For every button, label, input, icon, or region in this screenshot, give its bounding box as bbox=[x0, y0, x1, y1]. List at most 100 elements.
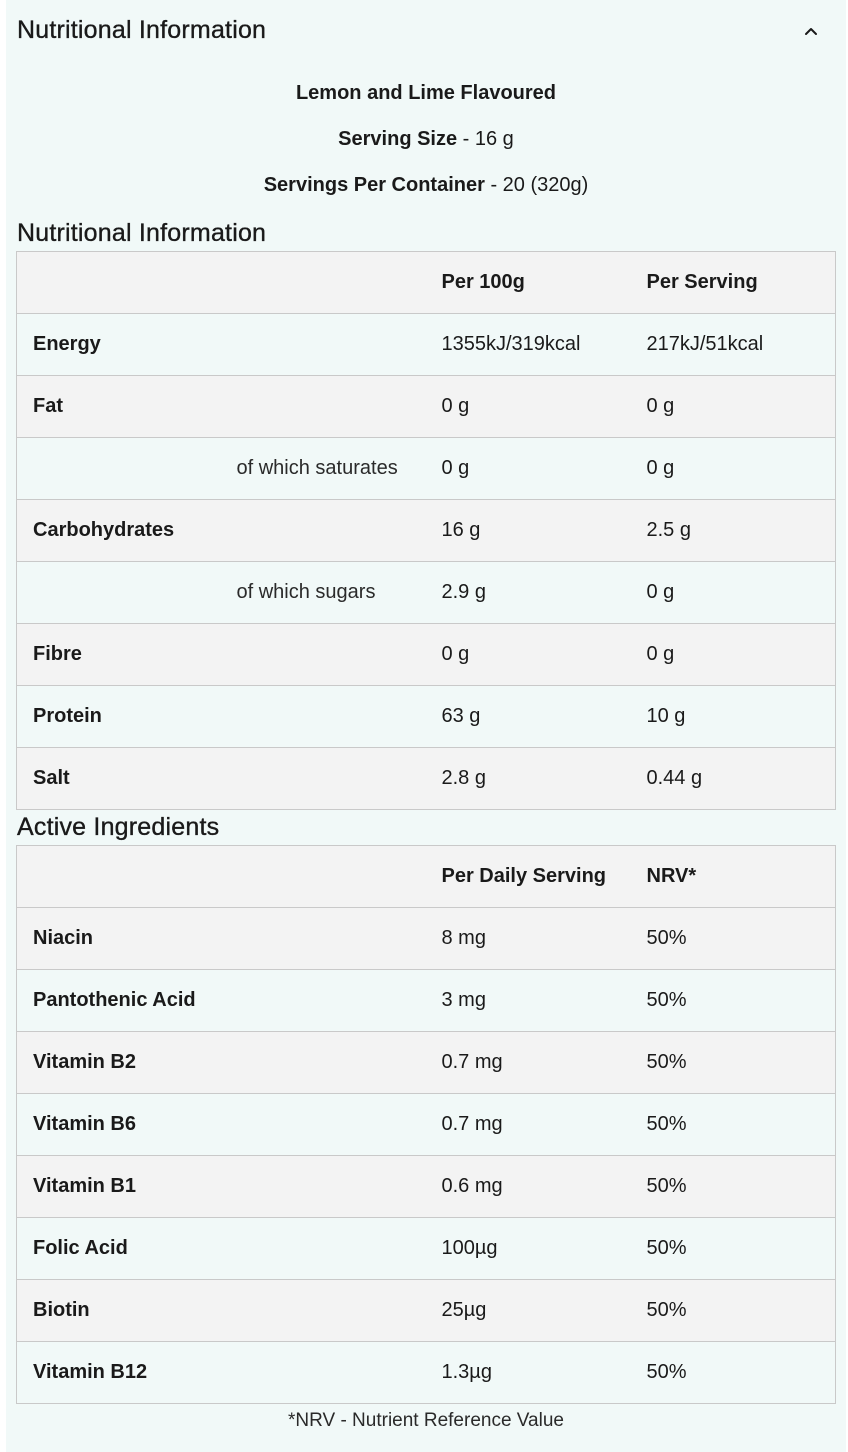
servings-label: Servings Per Container bbox=[263, 174, 485, 196]
nutrient-subname bbox=[216, 685, 426, 748]
value-nrv: 50% bbox=[630, 1093, 836, 1156]
nutrient-subname: of which sugars bbox=[216, 561, 426, 624]
nutrient-name: Fat bbox=[16, 375, 217, 438]
accordion-title: Nutritional Information bbox=[17, 16, 267, 44]
header-empty-cell bbox=[16, 845, 217, 908]
value-nrv: 50% bbox=[630, 1155, 836, 1218]
ingredient-spacer bbox=[216, 1093, 426, 1156]
serving-size: Serving Size - 16 g bbox=[6, 128, 846, 151]
ingredient-spacer bbox=[216, 1279, 426, 1342]
ingredient-spacer bbox=[216, 969, 426, 1032]
nrv-footnote: *NRV - Nutrient Reference Value bbox=[288, 1410, 564, 1431]
nutrition-section-title: Nutritional Information bbox=[17, 219, 267, 247]
value-nrv: 50% bbox=[630, 1341, 836, 1404]
nutrient-name bbox=[16, 561, 217, 624]
nutrient-name bbox=[16, 437, 217, 500]
value-daily: 0.6 mg bbox=[425, 1155, 631, 1218]
nutrition-header-row: Per 100g Per Serving bbox=[16, 251, 836, 314]
product-flavour: Lemon and Lime Flavoured bbox=[6, 82, 846, 105]
value-nrv: 50% bbox=[630, 1279, 836, 1342]
nutrient-subname bbox=[216, 623, 426, 686]
column-header-per100g: Per 100g bbox=[425, 251, 631, 314]
value-per-serving: 10 g bbox=[630, 685, 836, 748]
nutrient-name: Energy bbox=[16, 313, 217, 376]
ingredient-name: Vitamin B1 bbox=[16, 1155, 217, 1218]
value-per100g: 1355kJ/319kcal bbox=[425, 313, 631, 376]
ingredient-spacer bbox=[216, 1217, 426, 1280]
ingredient-row: Vitamin B6 0.7 mg 50% bbox=[16, 1093, 836, 1156]
value-nrv: 50% bbox=[630, 907, 836, 970]
header-empty-cell bbox=[216, 251, 426, 314]
ingredient-name: Vitamin B12 bbox=[16, 1341, 217, 1404]
nutrient-subname: of which saturates bbox=[216, 437, 426, 500]
nutrient-subname bbox=[216, 375, 426, 438]
value-per100g: 0 g bbox=[425, 437, 631, 500]
value-nrv: 50% bbox=[630, 1031, 836, 1094]
column-header-nrv: NRV* bbox=[630, 845, 836, 908]
column-header-per-serving: Per Serving bbox=[630, 251, 836, 314]
nutrient-subname bbox=[216, 499, 426, 562]
ingredient-name: Vitamin B6 bbox=[16, 1093, 217, 1156]
nutrient-name: Salt bbox=[16, 747, 217, 810]
active-ingredients-table: Per Daily Serving NRV* Niacin 8 mg 50% Pant… bbox=[16, 845, 836, 1404]
value-per-serving: 2.5 g bbox=[630, 499, 836, 562]
ingredient-name: Niacin bbox=[16, 907, 217, 970]
value-per-serving: 0 g bbox=[630, 561, 836, 624]
value-daily: 25µg bbox=[425, 1279, 631, 1342]
ingredient-row: Vitamin B12 1.3µg 50% bbox=[16, 1341, 836, 1404]
ingredient-name: Biotin bbox=[16, 1279, 217, 1342]
value-daily: 100µg bbox=[425, 1217, 631, 1280]
value-daily: 0.7 mg bbox=[425, 1031, 631, 1094]
value-daily: 1.3µg bbox=[425, 1341, 631, 1404]
nutrition-table: Per 100g Per Serving Energy 1355kJ/319kca… bbox=[16, 251, 836, 810]
value-per-serving: 0 g bbox=[630, 375, 836, 438]
ingredient-spacer bbox=[216, 1031, 426, 1094]
nutrition-row: Carbohydrates 16 g 2.5 g bbox=[16, 499, 836, 562]
value-per100g: 63 g bbox=[425, 685, 631, 748]
ingredient-row: Folic Acid 100µg 50% bbox=[16, 1217, 836, 1280]
header-empty-cell bbox=[216, 845, 426, 908]
value-daily: 3 mg bbox=[425, 969, 631, 1032]
ingredient-name: Pantothenic Acid bbox=[16, 969, 217, 1032]
column-header-daily: Per Daily Serving bbox=[425, 845, 631, 908]
value-nrv: 50% bbox=[630, 1217, 836, 1280]
ingredient-name: Vitamin B2 bbox=[16, 1031, 217, 1094]
ingredient-row: Niacin 8 mg 50% bbox=[16, 907, 836, 970]
nutrient-name: Protein bbox=[16, 685, 217, 748]
servings-value: - 20 (320g) bbox=[484, 174, 589, 196]
active-header-row: Per Daily Serving NRV* bbox=[16, 845, 836, 908]
ingredient-name: Folic Acid bbox=[16, 1217, 217, 1280]
serving-size-value: - 16 g bbox=[457, 128, 514, 150]
active-section-title: Active Ingredients bbox=[17, 813, 220, 841]
value-per-serving: 217kJ/51kcal bbox=[630, 313, 836, 376]
value-daily: 0.7 mg bbox=[425, 1093, 631, 1156]
value-per100g: 16 g bbox=[425, 499, 631, 562]
ingredient-spacer bbox=[216, 1341, 426, 1404]
value-daily: 8 mg bbox=[425, 907, 631, 970]
accordion-header[interactable]: Nutritional Information bbox=[6, 0, 846, 64]
value-per-serving: 0.44 g bbox=[630, 747, 836, 810]
serving-size-label: Serving Size bbox=[338, 128, 458, 150]
nutrition-row: Energy 1355kJ/319kcal 217kJ/51kcal bbox=[16, 313, 836, 376]
ingredient-spacer bbox=[216, 1155, 426, 1218]
value-per100g: 0 g bbox=[425, 623, 631, 686]
nutrition-panel: Nutritional Information Lemon and Lime F… bbox=[6, 0, 846, 1452]
nutrition-row: Salt 2.8 g 0.44 g bbox=[16, 747, 836, 810]
ingredient-row: Vitamin B1 0.6 mg 50% bbox=[16, 1155, 836, 1218]
chevron-up-icon[interactable] bbox=[798, 18, 824, 44]
value-per100g: 2.9 g bbox=[425, 561, 631, 624]
value-per100g: 2.8 g bbox=[425, 747, 631, 810]
header-empty-cell bbox=[16, 251, 217, 314]
flavour-text: Lemon and Lime Flavoured bbox=[295, 82, 557, 104]
value-per-serving: 0 g bbox=[630, 437, 836, 500]
ingredient-spacer bbox=[216, 907, 426, 970]
nutrient-name: Fibre bbox=[16, 623, 217, 686]
nutrient-subname bbox=[216, 747, 426, 810]
ingredient-row: Biotin 25µg 50% bbox=[16, 1279, 836, 1342]
nutrient-name: Carbohydrates bbox=[16, 499, 217, 562]
value-per-serving: 0 g bbox=[630, 623, 836, 686]
